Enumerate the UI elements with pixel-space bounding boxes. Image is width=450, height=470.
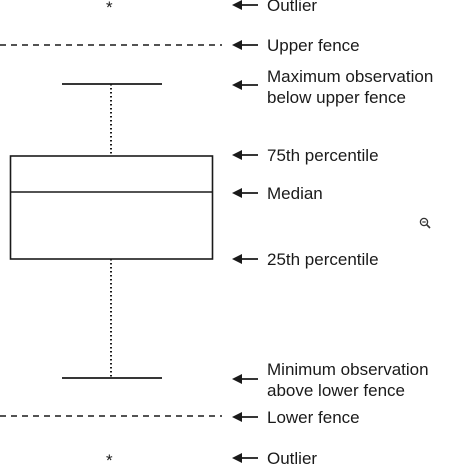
arrow-outlier-bottom <box>232 453 258 463</box>
outlier-marker-bottom: * <box>106 451 113 470</box>
label-outlier-top: Outlier <box>267 0 317 15</box>
zoom-out-icon[interactable] <box>419 217 431 229</box>
label-outlier-bottom: Outlier <box>267 449 317 468</box>
label-minimum-line1: Minimum observation <box>267 360 429 379</box>
arrow-75th-percentile <box>232 150 258 160</box>
arrow-median <box>232 188 258 198</box>
arrow-maximum <box>232 80 258 90</box>
outlier-marker-top: * <box>106 0 113 17</box>
label-median: Median <box>267 184 323 203</box>
arrow-minimum <box>232 374 258 384</box>
iqr-box <box>9 155 214 260</box>
label-maximum-line1: Maximum observation <box>267 67 433 86</box>
label-25th-percentile: 25th percentile <box>267 250 379 269</box>
arrow-outlier-top <box>232 0 258 10</box>
arrow-lower-fence <box>232 412 258 422</box>
label-upper-fence: Upper fence <box>267 36 360 55</box>
label-minimum-line2: above lower fence <box>267 381 405 400</box>
arrow-25th-percentile <box>232 254 258 264</box>
label-maximum-line2: below upper fence <box>267 88 406 107</box>
label-75th-percentile: 75th percentile <box>267 146 379 165</box>
arrow-upper-fence <box>232 40 258 50</box>
label-lower-fence: Lower fence <box>267 408 360 427</box>
arrows <box>232 0 258 463</box>
